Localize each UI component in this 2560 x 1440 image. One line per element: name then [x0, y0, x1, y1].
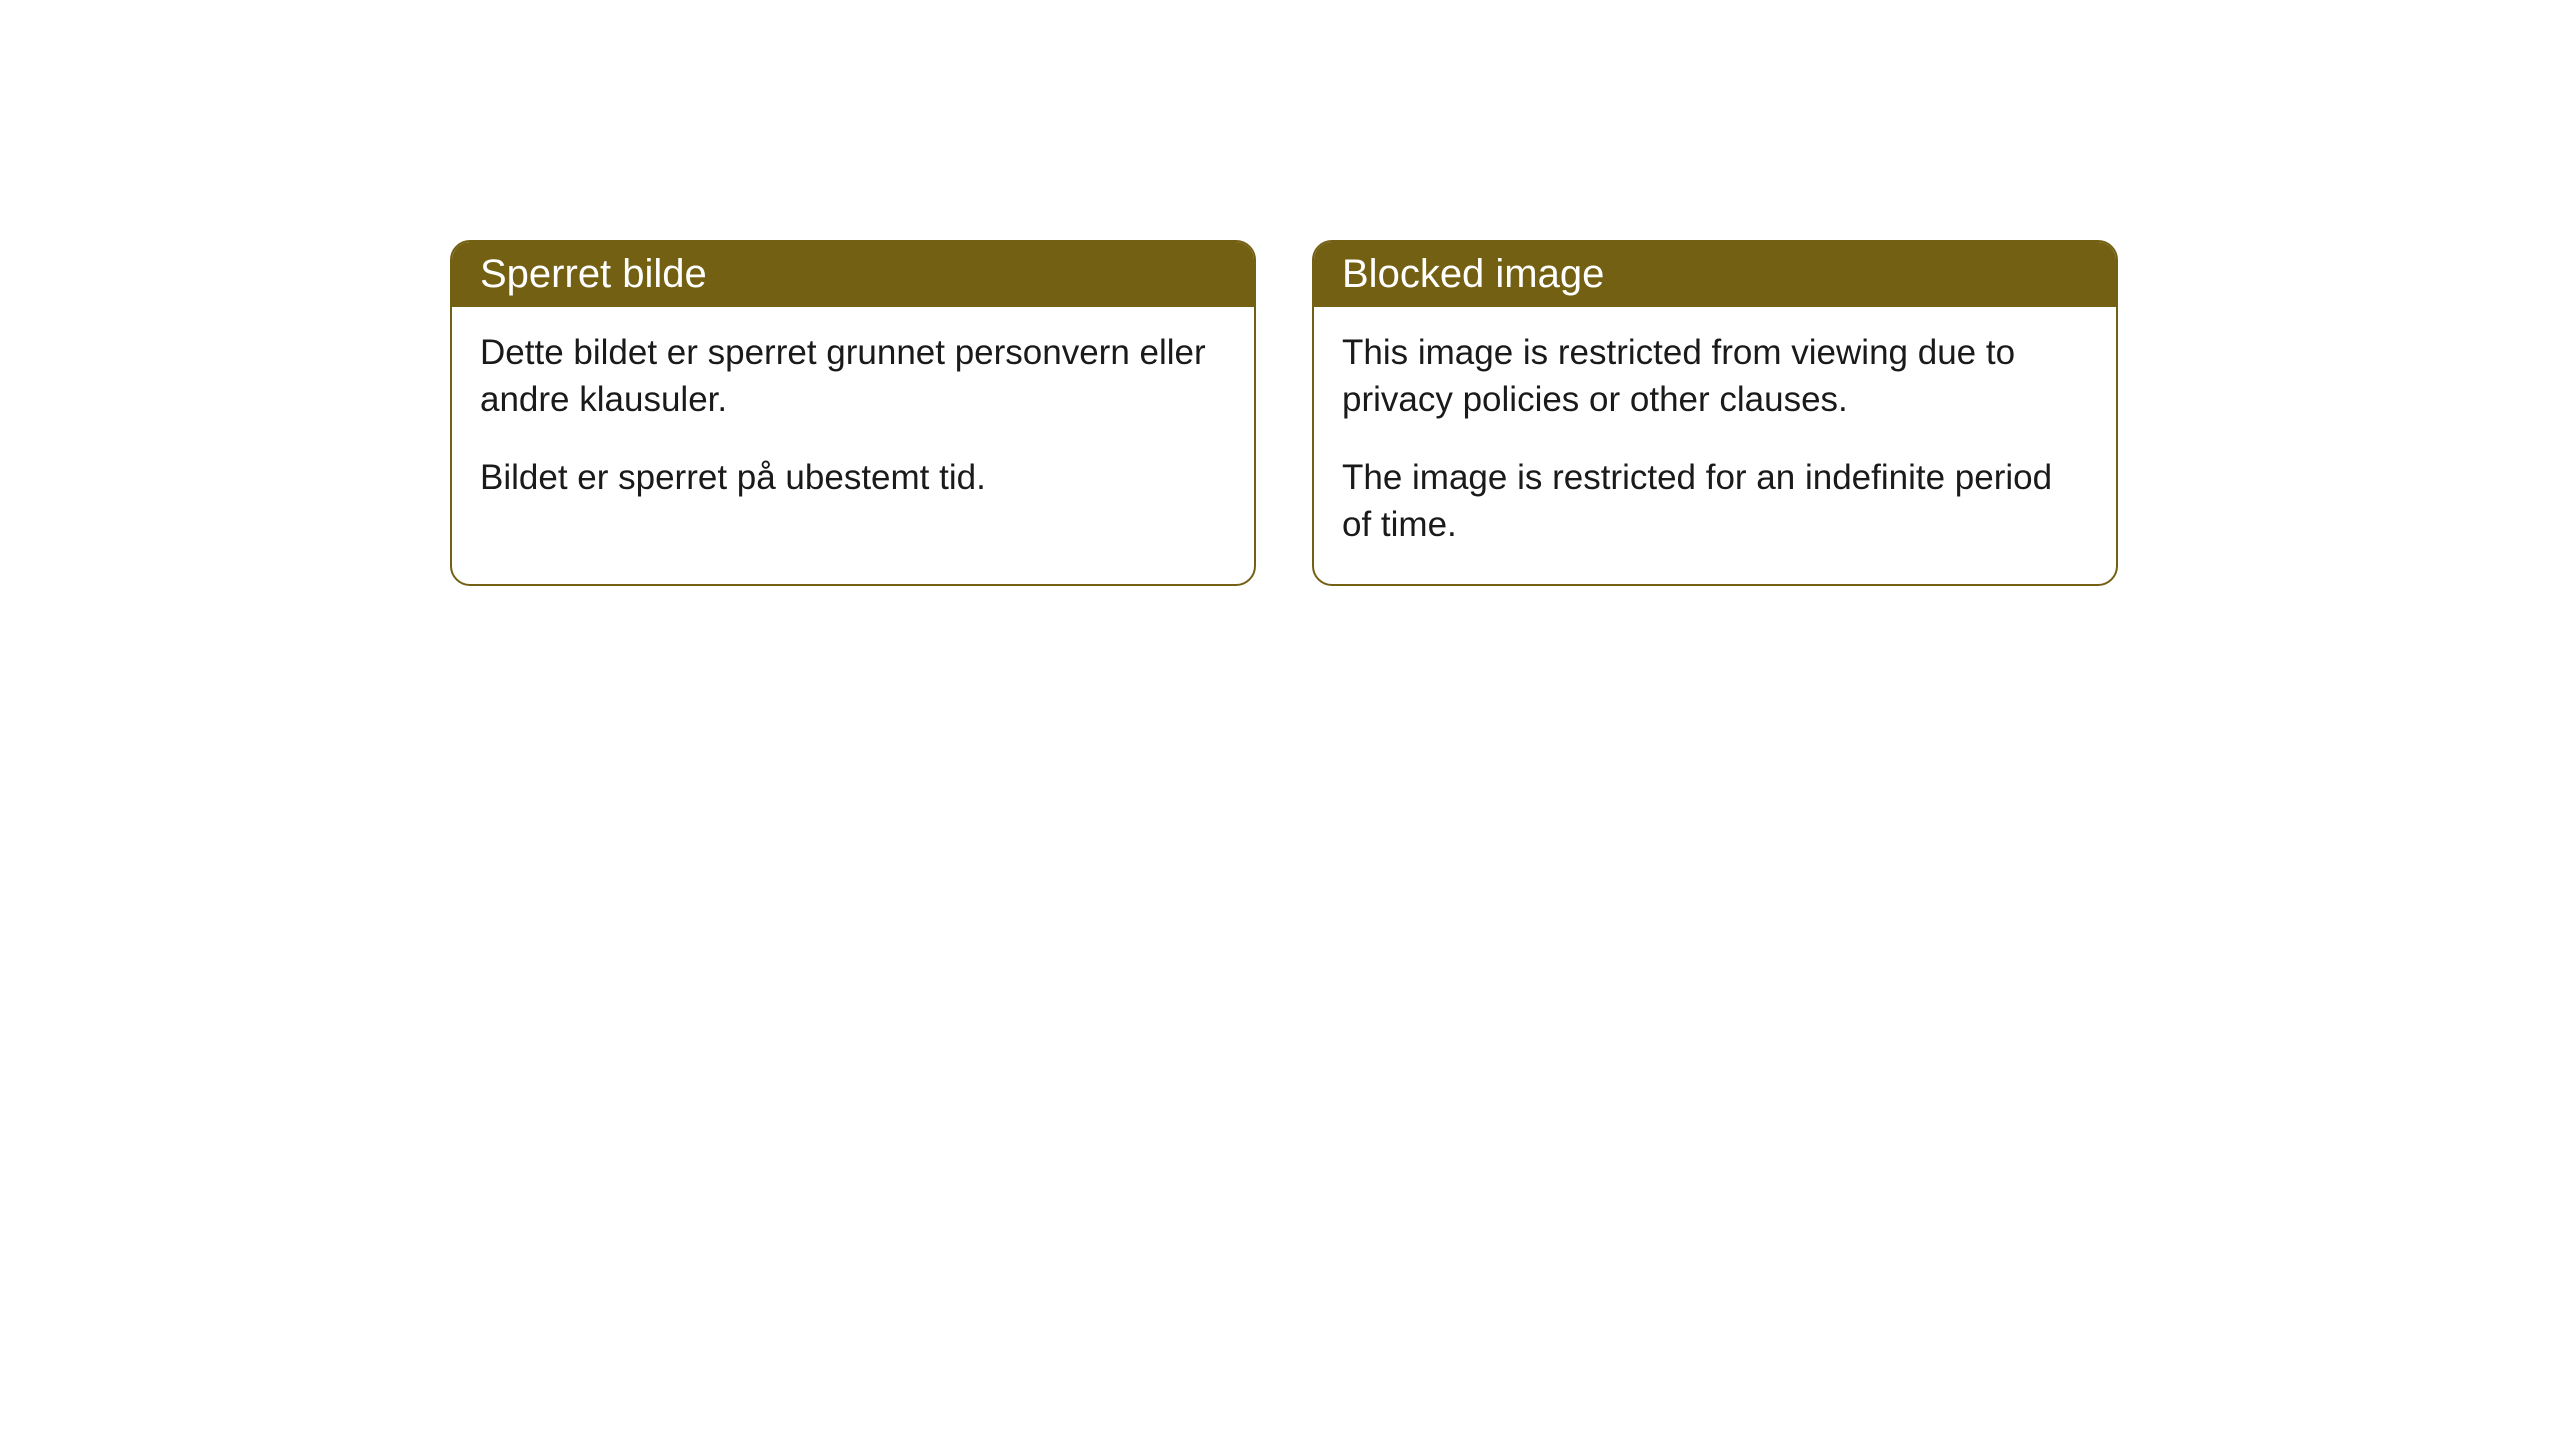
- card-body-en: This image is restricted from viewing du…: [1314, 307, 2116, 584]
- card-header-no: Sperret bilde: [452, 242, 1254, 307]
- notice-container: Sperret bilde Dette bildet er sperret gr…: [450, 240, 2118, 586]
- card-text-en-1: This image is restricted from viewing du…: [1342, 329, 2088, 424]
- card-text-en-2: The image is restricted for an indefinit…: [1342, 454, 2088, 549]
- card-text-no-2: Bildet er sperret på ubestemt tid.: [480, 454, 1226, 501]
- card-header-en: Blocked image: [1314, 242, 2116, 307]
- card-body-no: Dette bildet er sperret grunnet personve…: [452, 307, 1254, 537]
- card-text-no-1: Dette bildet er sperret grunnet personve…: [480, 329, 1226, 424]
- blocked-image-card-en: Blocked image This image is restricted f…: [1312, 240, 2118, 586]
- blocked-image-card-no: Sperret bilde Dette bildet er sperret gr…: [450, 240, 1256, 586]
